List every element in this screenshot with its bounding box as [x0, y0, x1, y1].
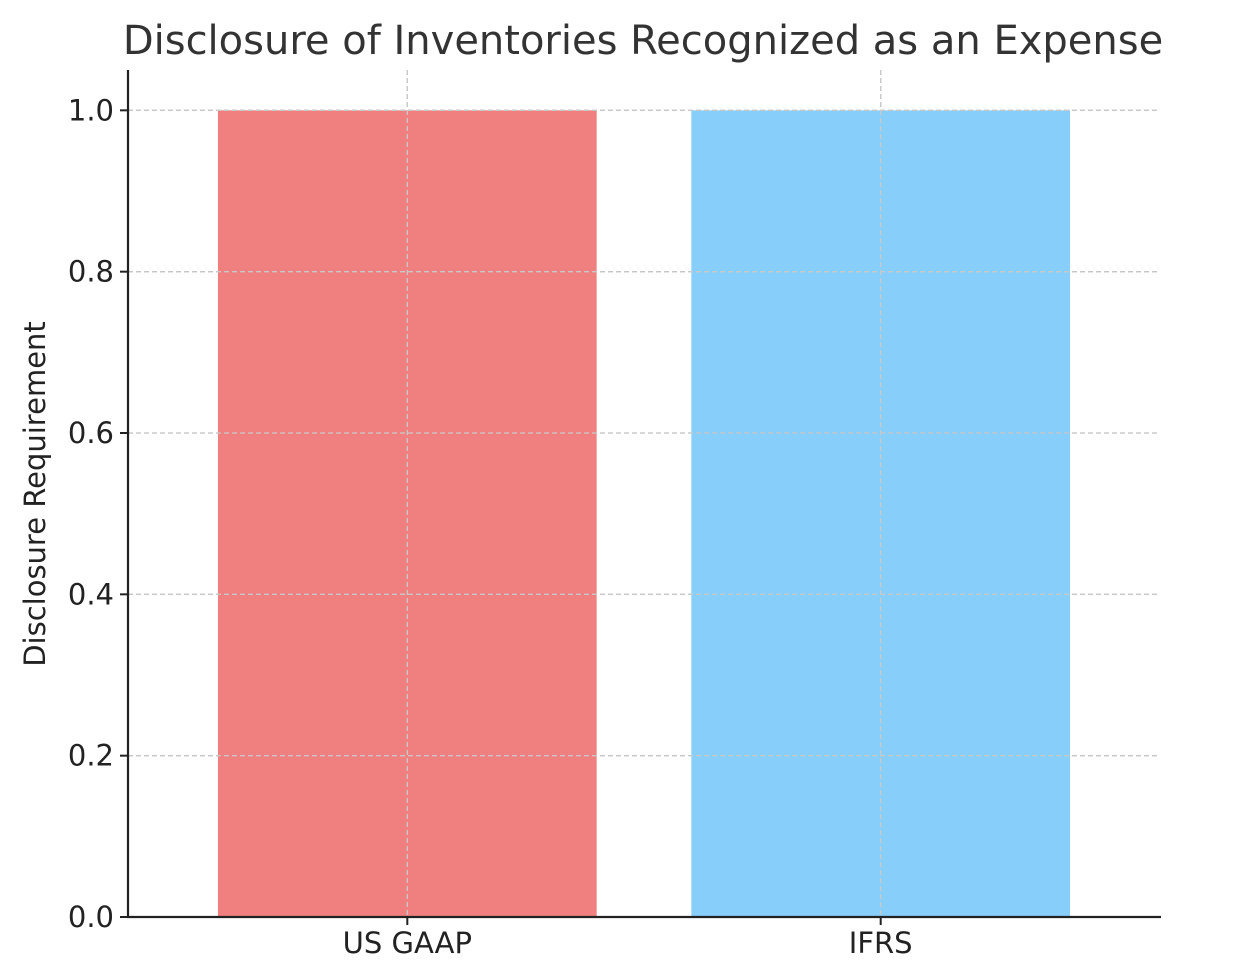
y-tick-label: 0.6	[68, 416, 114, 450]
chart-title: Disclosure of Inventories Recognized as …	[123, 18, 1163, 64]
x-tick-label: US GAAP	[343, 926, 472, 960]
y-tick-label: 0.2	[68, 739, 114, 773]
x-axis-ticks: US GAAP IFRS	[343, 917, 913, 960]
axes	[126, 70, 1161, 919]
y-tick-label: 0.8	[68, 255, 114, 289]
y-axis-ticks: 0.0 0.2 0.4 0.6 0.8 1.0	[68, 93, 128, 934]
y-tick-label: 0.4	[68, 577, 114, 611]
x-tick-label: IFRS	[849, 926, 913, 960]
y-tick-label: 0.0	[68, 900, 114, 934]
y-axis-label: Disclosure Requirement	[18, 321, 52, 667]
bars	[128, 70, 1160, 918]
y-tick-label: 1.0	[68, 93, 114, 127]
